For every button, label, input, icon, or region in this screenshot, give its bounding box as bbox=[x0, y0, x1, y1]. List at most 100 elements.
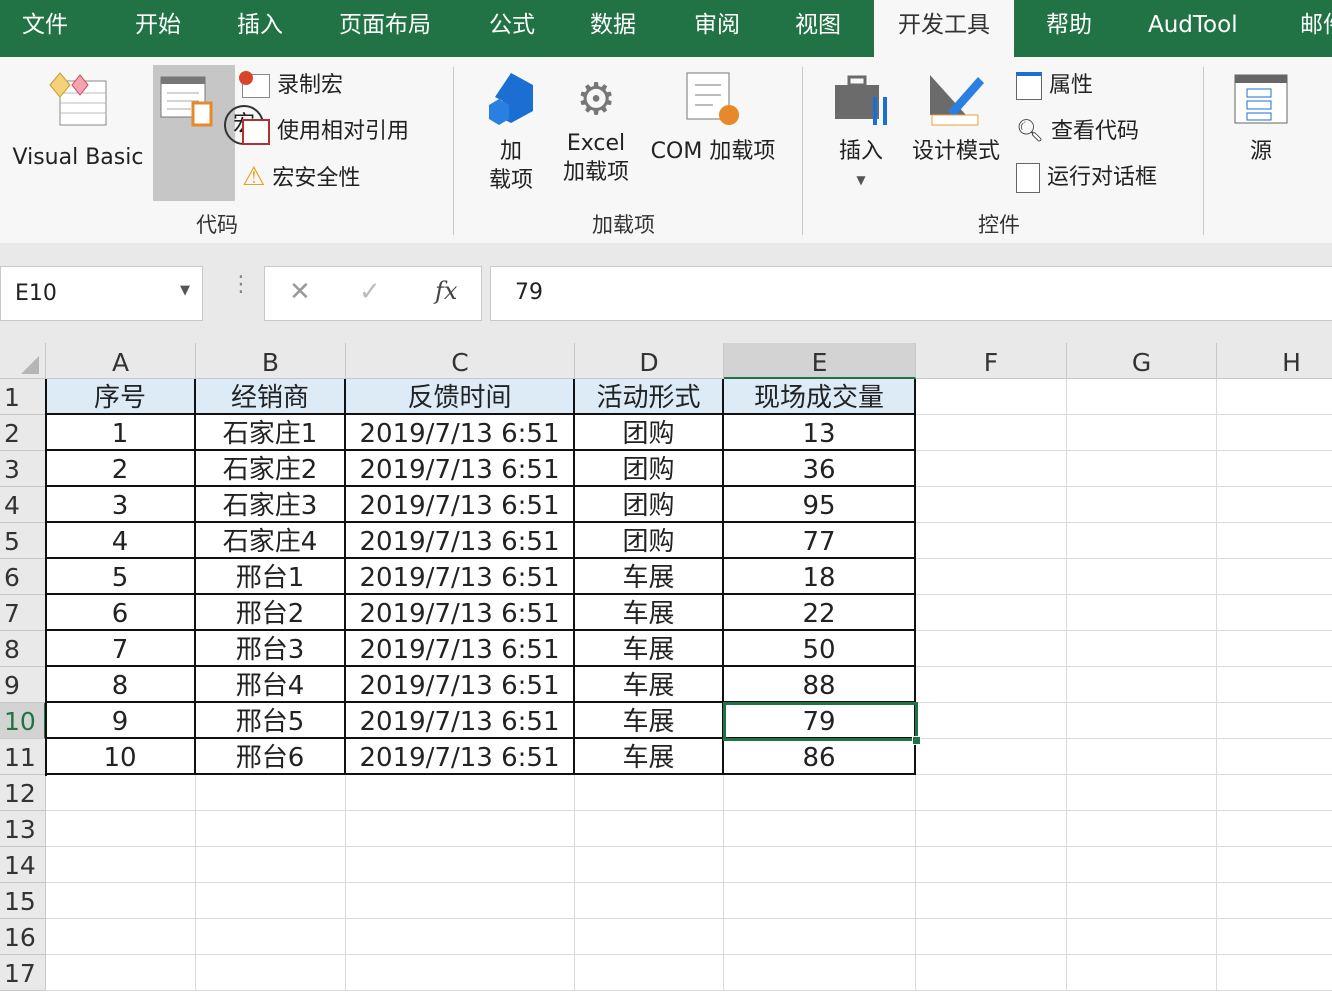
tab-3[interactable]: 页面布局 bbox=[339, 12, 431, 38]
cell-E17[interactable] bbox=[724, 955, 916, 991]
fill-handle[interactable] bbox=[912, 736, 921, 745]
cell-H15[interactable] bbox=[1217, 883, 1332, 919]
cell-A3[interactable]: 2 bbox=[46, 451, 196, 487]
column-header-B[interactable]: B bbox=[196, 343, 346, 379]
cell-D13[interactable] bbox=[575, 811, 724, 847]
cell-F17[interactable] bbox=[916, 955, 1067, 991]
cell-G16[interactable] bbox=[1067, 919, 1217, 955]
cell-E12[interactable] bbox=[724, 775, 916, 811]
cell-A6[interactable]: 5 bbox=[46, 559, 196, 595]
cell-F4[interactable] bbox=[916, 487, 1067, 523]
cell-D7[interactable]: 车展 bbox=[575, 595, 724, 631]
cell-E15[interactable] bbox=[724, 883, 916, 919]
cell-A10[interactable]: 9 bbox=[46, 703, 196, 739]
row-header-2[interactable]: 2 bbox=[0, 415, 46, 451]
excel-addins-button[interactable]: ⚙ Excel 加载项 bbox=[556, 71, 636, 187]
tab-8[interactable]: 开发工具 bbox=[874, 0, 1014, 57]
cell-E2[interactable]: 13 bbox=[724, 415, 916, 451]
cell-D12[interactable] bbox=[575, 775, 724, 811]
cell-H6[interactable] bbox=[1217, 559, 1332, 595]
cell-D1[interactable]: 活动形式 bbox=[575, 379, 724, 415]
cell-C11[interactable]: 2019/7/13 6:51 bbox=[346, 739, 575, 775]
row-header-3[interactable]: 3 bbox=[0, 451, 46, 487]
cell-B10[interactable]: 邢台5 bbox=[196, 703, 346, 739]
row-header-7[interactable]: 7 bbox=[0, 595, 46, 631]
cell-A8[interactable]: 7 bbox=[46, 631, 196, 667]
cell-B16[interactable] bbox=[196, 919, 346, 955]
cell-A17[interactable] bbox=[46, 955, 196, 991]
cell-C14[interactable] bbox=[346, 847, 575, 883]
tab-10[interactable]: AudTool bbox=[1148, 12, 1238, 38]
cell-D9[interactable]: 车展 bbox=[575, 667, 724, 703]
tab-2[interactable]: 插入 bbox=[237, 12, 283, 38]
cell-G12[interactable] bbox=[1067, 775, 1217, 811]
cell-H17[interactable] bbox=[1217, 955, 1332, 991]
cell-D6[interactable]: 车展 bbox=[575, 559, 724, 595]
cell-D4[interactable]: 团购 bbox=[575, 487, 724, 523]
insert-control-button[interactable]: 插入 ▼ bbox=[828, 71, 894, 195]
tab-1[interactable]: 开始 bbox=[135, 12, 181, 38]
cancel-icon[interactable]: ✕ bbox=[289, 277, 311, 307]
cell-F7[interactable] bbox=[916, 595, 1067, 631]
cell-H10[interactable] bbox=[1217, 703, 1332, 739]
cell-B8[interactable]: 邢台3 bbox=[196, 631, 346, 667]
cell-H11[interactable] bbox=[1217, 739, 1332, 775]
row-header-17[interactable]: 17 bbox=[0, 955, 46, 991]
cell-H9[interactable] bbox=[1217, 667, 1332, 703]
tab-4[interactable]: 公式 bbox=[489, 12, 535, 38]
cell-F11[interactable] bbox=[916, 739, 1067, 775]
cell-F16[interactable] bbox=[916, 919, 1067, 955]
cell-C7[interactable]: 2019/7/13 6:51 bbox=[346, 595, 575, 631]
column-header-F[interactable]: F bbox=[916, 343, 1067, 379]
cell-C15[interactable] bbox=[346, 883, 575, 919]
row-header-10[interactable]: 10 bbox=[0, 703, 46, 739]
cell-B14[interactable] bbox=[196, 847, 346, 883]
cell-C1[interactable]: 反馈时间 bbox=[346, 379, 575, 415]
cell-G2[interactable] bbox=[1067, 415, 1217, 451]
row-header-1[interactable]: 1 bbox=[0, 379, 46, 415]
cell-F2[interactable] bbox=[916, 415, 1067, 451]
cell-D16[interactable] bbox=[575, 919, 724, 955]
cell-C5[interactable]: 2019/7/13 6:51 bbox=[346, 523, 575, 559]
cell-H16[interactable] bbox=[1217, 919, 1332, 955]
cell-E6[interactable]: 18 bbox=[724, 559, 916, 595]
cell-D3[interactable]: 团购 bbox=[575, 451, 724, 487]
run-dialog-button[interactable]: 运行对话框 bbox=[1016, 163, 1157, 193]
record-macro-button[interactable]: 录制宏 bbox=[239, 71, 343, 100]
cell-F1[interactable] bbox=[916, 379, 1067, 415]
tab-11[interactable]: 邮件 bbox=[1300, 12, 1332, 38]
cell-H13[interactable] bbox=[1217, 811, 1332, 847]
tab-7[interactable]: 视图 bbox=[795, 12, 841, 38]
tab-9[interactable]: 帮助 bbox=[1046, 12, 1092, 38]
row-header-4[interactable]: 4 bbox=[0, 487, 46, 523]
cell-G9[interactable] bbox=[1067, 667, 1217, 703]
cell-E5[interactable]: 77 bbox=[724, 523, 916, 559]
row-header-12[interactable]: 12 bbox=[0, 775, 46, 811]
cell-E1[interactable]: 现场成交量 bbox=[724, 379, 916, 415]
cell-A16[interactable] bbox=[46, 919, 196, 955]
cell-H2[interactable] bbox=[1217, 415, 1332, 451]
cell-D17[interactable] bbox=[575, 955, 724, 991]
row-header-15[interactable]: 15 bbox=[0, 883, 46, 919]
cell-D2[interactable]: 团购 bbox=[575, 415, 724, 451]
chevron-down-icon[interactable]: ▼ bbox=[180, 283, 190, 298]
cell-D11[interactable]: 车展 bbox=[575, 739, 724, 775]
cell-D14[interactable] bbox=[575, 847, 724, 883]
tab-0[interactable]: 文件 bbox=[22, 12, 68, 38]
cell-D5[interactable]: 团购 bbox=[575, 523, 724, 559]
cell-G15[interactable] bbox=[1067, 883, 1217, 919]
cell-F10[interactable] bbox=[916, 703, 1067, 739]
cell-C2[interactable]: 2019/7/13 6:51 bbox=[346, 415, 575, 451]
cell-A1[interactable]: 序号 bbox=[46, 379, 196, 415]
cell-C3[interactable]: 2019/7/13 6:51 bbox=[346, 451, 575, 487]
cell-E9[interactable]: 88 bbox=[724, 667, 916, 703]
cell-H12[interactable] bbox=[1217, 775, 1332, 811]
cell-D10[interactable]: 车展 bbox=[575, 703, 724, 739]
cell-D15[interactable] bbox=[575, 883, 724, 919]
cell-E11[interactable]: 86 bbox=[724, 739, 916, 775]
cell-A11[interactable]: 10 bbox=[46, 739, 196, 775]
row-header-16[interactable]: 16 bbox=[0, 919, 46, 955]
cell-F13[interactable] bbox=[916, 811, 1067, 847]
cell-G7[interactable] bbox=[1067, 595, 1217, 631]
cell-H3[interactable] bbox=[1217, 451, 1332, 487]
